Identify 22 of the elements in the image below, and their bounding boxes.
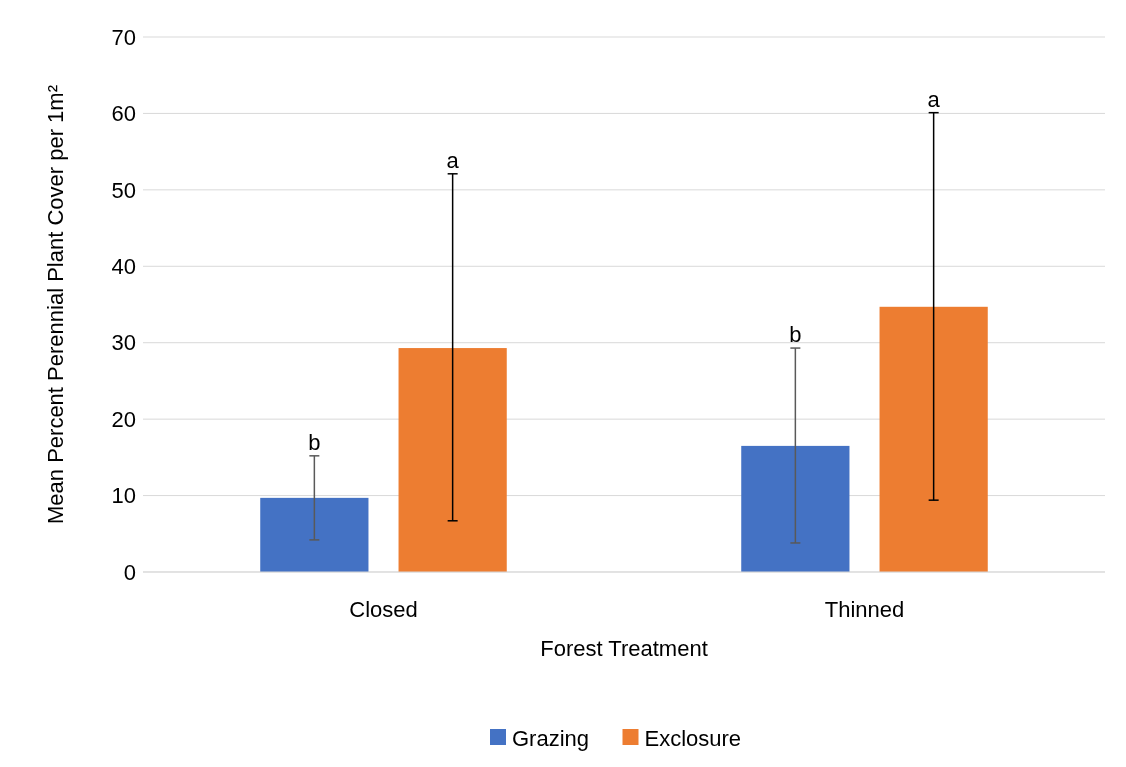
y-tick-label: 30 bbox=[111, 330, 136, 356]
y-tick-label: 20 bbox=[111, 406, 136, 432]
bar bbox=[260, 497, 369, 572]
x-tick-label: Thinned bbox=[824, 597, 905, 622]
bar bbox=[398, 348, 507, 572]
y-tick-label: 10 bbox=[111, 483, 136, 509]
y-tick-label: 0 bbox=[123, 559, 136, 585]
bar bbox=[879, 306, 988, 572]
y-tick-label: 70 bbox=[111, 24, 136, 50]
y-tick-label: 50 bbox=[111, 177, 136, 203]
x-tick-label: Closed bbox=[349, 597, 418, 622]
legend-label: Exclosure bbox=[644, 725, 742, 751]
legend-label: Grazing bbox=[512, 725, 590, 751]
annotation: a bbox=[927, 86, 941, 112]
y-tick-label: 60 bbox=[111, 101, 136, 127]
bar bbox=[741, 445, 850, 572]
x-axis-title: Forest Treatment bbox=[540, 636, 708, 661]
y-axis-title: Mean Percent Perennial Plant Cover per 1m² bbox=[43, 85, 68, 524]
annotation: b bbox=[789, 322, 802, 348]
y-tick-label: 40 bbox=[111, 253, 136, 279]
annotation: b bbox=[308, 429, 321, 455]
annotation: a bbox=[446, 147, 460, 173]
